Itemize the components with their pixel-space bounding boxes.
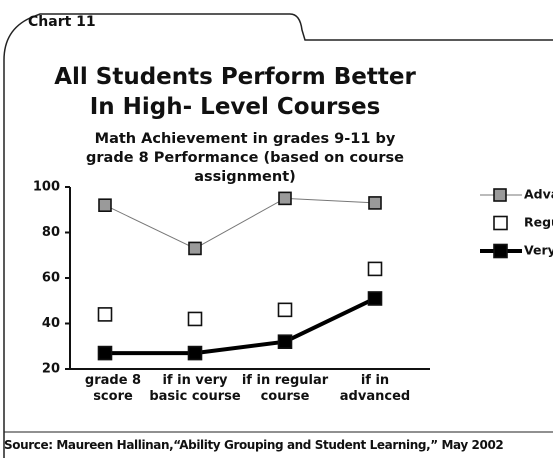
y-tick-label: 20 — [42, 362, 60, 377]
legend-marker — [493, 243, 508, 259]
frame — [3, 13, 553, 458]
marker — [368, 196, 382, 210]
x-tick-label: if in advanced — [339, 373, 411, 404]
legend-label: Very Basic — [524, 243, 553, 258]
chart-title: All Students Perform Better In High- Lev… — [54, 64, 416, 120]
x-tick-label: if in very basic course — [149, 373, 241, 404]
y-tick-label: 60 — [42, 271, 60, 286]
source: Source: Maureen Hallinan,“Ability Groupi… — [4, 438, 504, 452]
marker — [188, 241, 202, 256]
marker — [277, 302, 293, 318]
series-line — [105, 296, 376, 356]
chart-subtitle: Math Achievement in grades 9-11 by grade… — [86, 131, 404, 185]
marker — [98, 198, 112, 212]
marker — [97, 345, 113, 361]
legend-label: Advanced — [524, 187, 553, 202]
y-tick-label: 100 — [33, 180, 60, 195]
marker — [367, 261, 383, 277]
x-tick-label: grade 8 score — [84, 373, 142, 404]
y-tick-label: 40 — [42, 316, 60, 331]
legend-marker — [493, 188, 507, 202]
legend-label: Regular — [524, 215, 553, 230]
legend-marker — [493, 215, 508, 231]
series-line — [104, 197, 376, 249]
marker — [187, 311, 203, 327]
tab-label: Chart 11 — [28, 14, 96, 30]
marker — [278, 191, 292, 206]
marker — [277, 334, 293, 350]
x-tick-label: if in regular course — [241, 373, 329, 404]
marker — [97, 307, 113, 322]
marker — [367, 291, 383, 306]
marker — [187, 345, 203, 361]
y-tick-label: 80 — [42, 225, 60, 240]
